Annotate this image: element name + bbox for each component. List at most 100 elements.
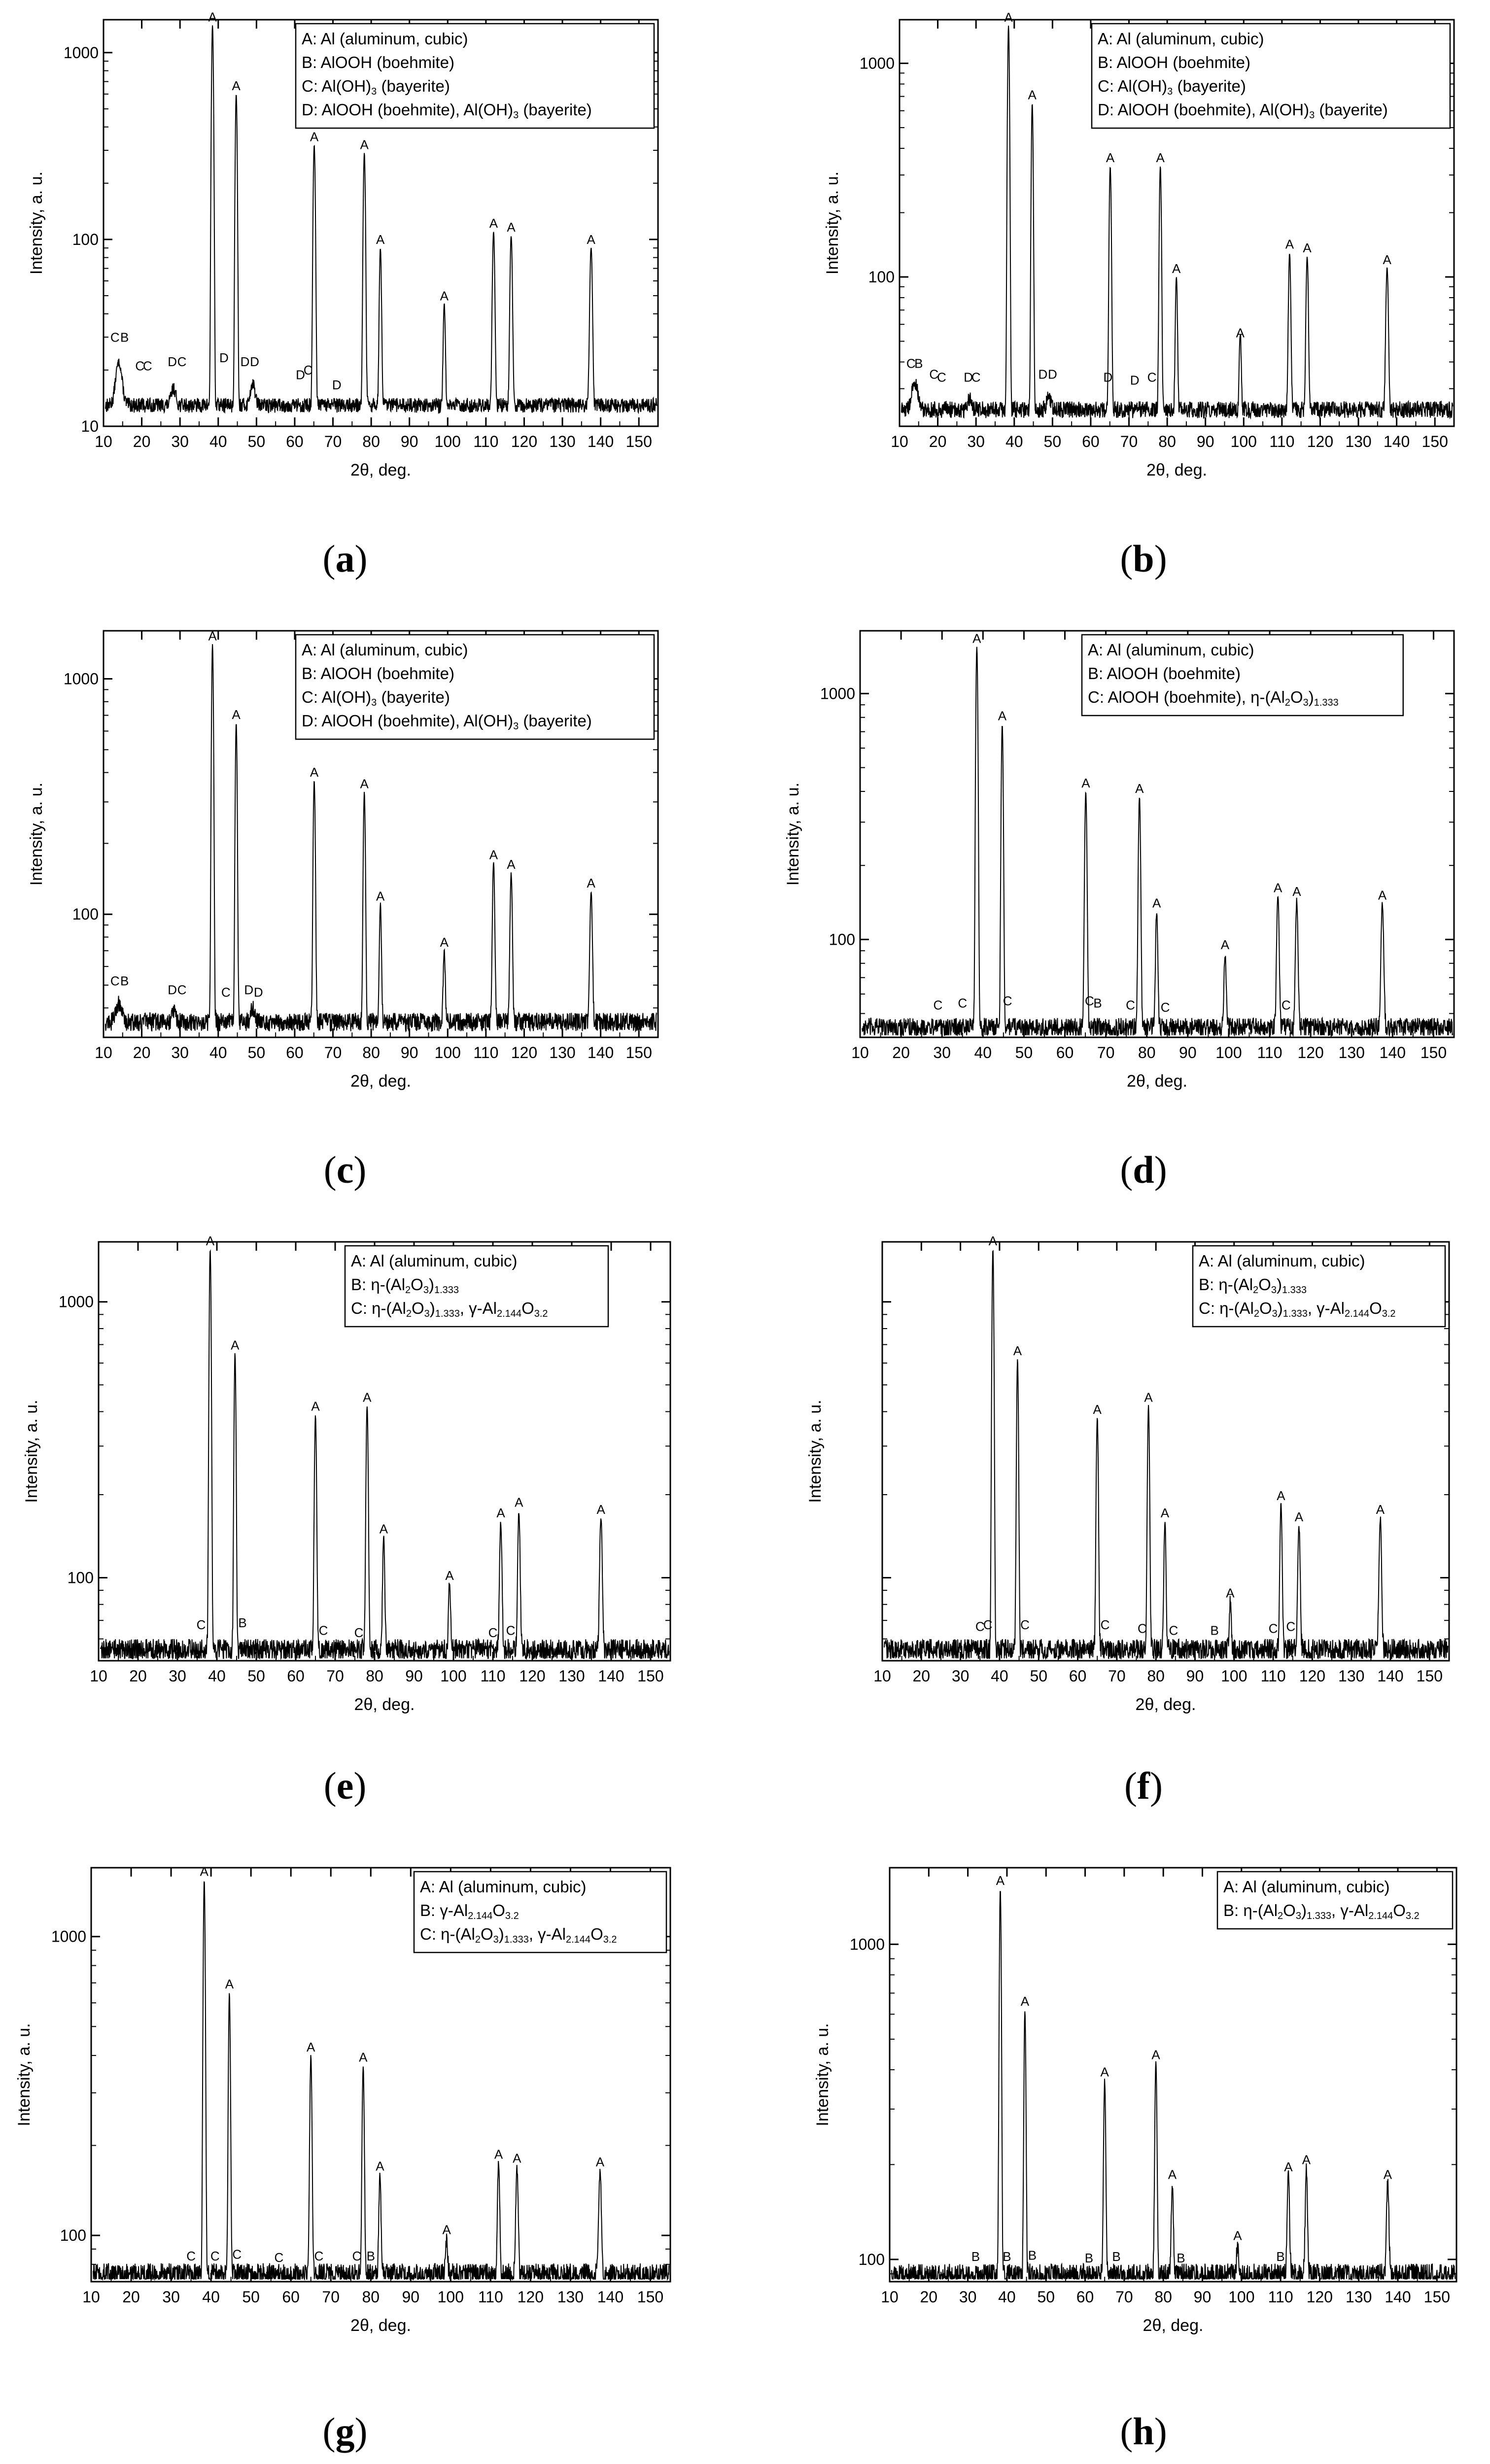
legend-entry: D: AlOOH (boehmite), Al(OH)3 (bayerite): [302, 101, 592, 121]
legend-entry-part: O: [1290, 688, 1303, 706]
legend-entry-part: D: AlOOH (boehmite), Al(OH): [302, 712, 513, 730]
y-tick-label: 100: [859, 2251, 885, 2268]
peak-label: A: [1303, 240, 1312, 255]
legend-entry: A: Al (aluminum, cubic): [1199, 1252, 1365, 1270]
x-tick-label: 110: [473, 433, 498, 450]
plot-frame: [103, 19, 659, 427]
legend-box: [344, 1245, 609, 1328]
legend-entry-part: O: [492, 1901, 505, 1919]
legend-entry-part: C: η-(Al: [1199, 1299, 1254, 1317]
x-tick-label: 140: [597, 2288, 624, 2306]
legend: A: Al (aluminum, cubic) B: AlOOH (boehmit…: [295, 634, 655, 740]
peak-label: A: [1101, 2065, 1109, 2080]
x-tick-label: 90: [1179, 1044, 1197, 1061]
peak-label: A: [1384, 2167, 1392, 2182]
legend-box: [295, 634, 655, 740]
peak-label: A: [380, 1522, 388, 1537]
x-tick-label: 130: [1338, 1667, 1364, 1685]
x-tick-label: 150: [626, 433, 652, 450]
x-axis-label: 2θ, deg.: [350, 2316, 411, 2335]
x-tick-label: 70: [324, 1044, 342, 1061]
peak-label: A: [1295, 1509, 1304, 1524]
panel-label-close: ): [355, 537, 368, 580]
legend-entry-part: 3: [1296, 1911, 1301, 1921]
panel-label-open: (: [324, 1764, 337, 1807]
x-tick-label: 70: [1108, 1667, 1126, 1685]
peak-label: D: [168, 354, 177, 369]
x-tick-label: 60: [1056, 1044, 1074, 1061]
peak-label: C: [110, 973, 120, 988]
legend-entry-part: , γ-Al: [1308, 1299, 1345, 1317]
x-tick-label: 70: [322, 2288, 340, 2306]
x-axis-label: 2θ, deg.: [350, 1072, 411, 1091]
legend-entry-part: O: [1259, 1299, 1272, 1317]
peak-label: A: [1156, 150, 1165, 165]
panel-label-letter: c: [337, 1148, 354, 1191]
y-tick-label: 100: [72, 231, 99, 248]
y-axis-label: Intensity, a. u.: [22, 1400, 41, 1503]
panel-label-open: (: [1120, 537, 1133, 580]
x-axis-label: 2θ, deg.: [1143, 2316, 1204, 2335]
legend-entry-part: 2: [1254, 1308, 1259, 1319]
peak-label: B: [120, 330, 129, 344]
x-tick-label: 140: [1380, 1044, 1406, 1061]
x-tick-label: 100: [1221, 1667, 1247, 1685]
legend-entry-part: O: [1283, 1901, 1296, 1919]
x-tick-label: 120: [518, 2288, 544, 2306]
panel-label-letter: h: [1133, 2410, 1154, 2453]
peak-label: B: [914, 356, 923, 371]
peak-label: A: [445, 1568, 454, 1583]
peak-label: A: [363, 1390, 372, 1405]
peak-label: A: [1302, 2152, 1311, 2167]
legend: A: Al (aluminum, cubic) B: AlOOH (boehmit…: [1091, 23, 1451, 129]
legend-entry: C: η-(Al2O3)1.333, γ-Al2.144O3.2: [351, 1299, 548, 1319]
legend-entry-part: , γ-Al: [460, 1299, 497, 1317]
xrd-pattern-line: [104, 25, 658, 414]
legend-entry-part: O: [590, 1925, 603, 1943]
peak-label: A: [232, 78, 241, 93]
chart-panel-b: 10 20 30 40 50 60 70 80 90 100 110 120 130 140 150 100 1…: [823, 10, 1455, 580]
peak-label: C: [177, 354, 187, 369]
x-tick-label: 50: [1037, 2288, 1055, 2306]
panel-label-open: (: [1120, 2410, 1133, 2453]
peak-label: A: [507, 857, 516, 872]
chart-panel-a: 10 20 30 40 50 60 70 80 90 100 110 120 130 140 150 10 10…: [27, 9, 659, 580]
legend-entry: C: η-(Al2O3)1.333, γ-Al2.144O3.2: [1199, 1299, 1396, 1319]
panel-label: (d): [1120, 1148, 1167, 1191]
plot-frame: [90, 1867, 671, 2283]
legend-entry-part: B: η-(Al: [1223, 1901, 1278, 1919]
peak-label: C: [1286, 1619, 1295, 1634]
legend-entry-part: 2: [405, 1285, 411, 1296]
x-tick-label: 50: [1015, 1044, 1033, 1061]
peak-label: A: [972, 631, 981, 646]
x-tick-label: 20: [913, 1667, 931, 1685]
peak-label: A: [1383, 252, 1392, 267]
x-tick-label: 60: [1076, 2288, 1094, 2306]
peak-label: C: [354, 1625, 364, 1640]
peak-label: A: [1285, 237, 1294, 252]
legend-entry-part: 3: [513, 721, 519, 732]
peak-label: C: [1269, 1621, 1278, 1636]
peak-label: C: [210, 2249, 220, 2263]
peak-label: A: [1081, 776, 1090, 790]
x-tick-label: 80: [1158, 433, 1176, 450]
legend-entry-part: O: [411, 1275, 423, 1294]
x-axis-label: 2θ, deg.: [1127, 1072, 1187, 1091]
y-tick-label: 100: [68, 1569, 94, 1586]
legend-entry: B: AlOOH (boehmite): [302, 53, 454, 71]
legend-entry: C: AlOOH (boehmite), η-(Al2O3)1.333: [1088, 688, 1339, 708]
legend-entry-part: 3.2: [505, 1911, 519, 1921]
y-tick-label: 100: [829, 930, 855, 948]
x-tick-label: 90: [401, 433, 418, 450]
x-tick-label: 120: [511, 1044, 537, 1061]
x-tick-label: 90: [1197, 433, 1214, 450]
x-tick-label: 80: [1154, 2288, 1172, 2306]
x-tick-label: 80: [362, 2288, 380, 2306]
peak-label: C: [1126, 998, 1135, 1013]
peak-label: C: [1020, 1617, 1030, 1632]
x-tick-label: 10: [90, 1667, 107, 1685]
legend-entry-part: A: Al (aluminum, cubic): [1098, 30, 1264, 48]
peak-label: A: [494, 2147, 503, 2162]
legend-entry: A: Al (aluminum, cubic): [302, 641, 468, 659]
peak-label: B: [1177, 2251, 1185, 2265]
